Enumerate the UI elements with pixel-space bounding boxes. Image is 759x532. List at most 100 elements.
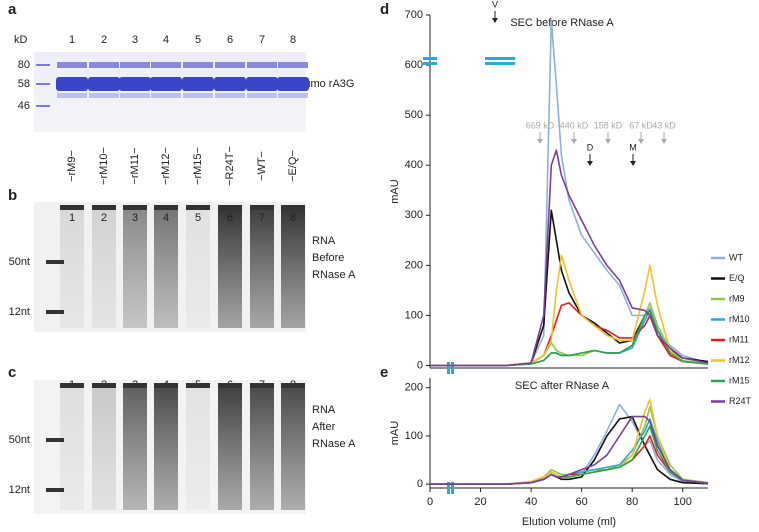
series-line — [430, 406, 709, 485]
ladder-band — [46, 438, 64, 442]
annotation: 43 kD — [652, 120, 676, 130]
arrow-head — [661, 139, 667, 144]
sample-label: −rM11− — [129, 147, 141, 184]
smear — [250, 388, 274, 510]
marker-label: 46 — [18, 100, 30, 112]
band — [183, 93, 213, 98]
chart-title: SEC after RNase A — [515, 380, 610, 392]
y-tick-label: 0 — [417, 478, 423, 490]
smear — [281, 210, 305, 328]
ladder-band — [36, 105, 50, 107]
well — [154, 383, 178, 388]
ladder-band — [36, 64, 50, 66]
band — [247, 62, 277, 68]
x-axis-label: Elution volume (ml) — [522, 516, 616, 528]
smear — [218, 388, 242, 510]
smear — [123, 210, 147, 328]
series-line — [430, 19, 709, 367]
band — [277, 77, 309, 91]
smear — [218, 210, 242, 328]
band-label: Sumo rA3G — [297, 78, 354, 90]
smear — [154, 388, 178, 510]
marker-label: 12nt — [9, 484, 30, 496]
axis-break — [451, 482, 454, 494]
gel-label: RNA — [312, 404, 336, 416]
band — [89, 62, 119, 68]
axis-break — [447, 482, 450, 494]
x-tick-label: 0 — [427, 496, 433, 508]
gel-label: After — [312, 421, 336, 433]
annotation: M — [629, 142, 637, 152]
series-line — [430, 149, 709, 367]
marker-label: 58 — [18, 78, 30, 90]
smear — [92, 388, 116, 510]
smear — [154, 210, 178, 328]
band — [246, 77, 278, 91]
panel-letter: a — [8, 1, 17, 18]
marker-label: 50nt — [9, 256, 30, 268]
well — [60, 205, 84, 210]
band — [150, 77, 182, 91]
y-tick-label: 200 — [405, 259, 423, 271]
ladder-band — [46, 310, 64, 314]
gel-label: RNase A — [312, 438, 356, 450]
panel-letter: c — [8, 364, 16, 381]
band — [120, 93, 150, 98]
sample-label: −rM10− — [98, 147, 110, 185]
well — [250, 205, 274, 210]
well — [218, 205, 242, 210]
smear — [281, 388, 305, 510]
band — [88, 77, 120, 91]
arrow-head — [537, 139, 543, 144]
y-tick-label: 400 — [405, 159, 423, 171]
x-tick-label: 40 — [525, 496, 537, 508]
lane-number: 1 — [69, 34, 75, 46]
sample-label: −E/Q− — [287, 150, 299, 182]
y-tick-label: 0 — [417, 359, 423, 371]
legend-label: rM12 — [729, 355, 750, 365]
ladder-band — [46, 488, 64, 492]
lane-number: 4 — [163, 34, 169, 46]
annotation: V — [492, 0, 498, 9]
well — [123, 383, 147, 388]
band — [119, 77, 151, 91]
legend-label: R24T — [729, 396, 752, 406]
sample-label: −rM12− — [160, 147, 172, 185]
band — [215, 93, 245, 98]
band — [120, 62, 150, 68]
y-tick-label: 500 — [405, 109, 423, 121]
legend-label: E/Q — [729, 273, 745, 283]
annotation: D — [587, 142, 594, 152]
marker-label: 50nt — [9, 434, 30, 446]
axis-break — [485, 62, 515, 65]
well — [92, 205, 116, 210]
band — [89, 93, 119, 98]
axis-break — [485, 57, 515, 60]
band — [214, 77, 246, 91]
well — [123, 205, 147, 210]
band — [151, 62, 181, 68]
x-tick-label: 60 — [576, 496, 588, 508]
gel-label: RNA — [312, 235, 336, 247]
legend-label: rM11 — [729, 334, 749, 344]
smear — [186, 388, 210, 510]
well — [250, 383, 274, 388]
arrow-head — [638, 139, 644, 144]
lane-number: 3 — [132, 34, 138, 46]
arrow-head — [492, 18, 498, 23]
y-tick-label: 100 — [405, 430, 423, 442]
arrow-head — [587, 161, 593, 166]
unit-label: kD — [14, 34, 28, 46]
well — [60, 383, 84, 388]
series-line — [430, 415, 709, 485]
marker-label: 12nt — [9, 306, 30, 318]
band — [57, 93, 87, 98]
y-axis-label: mAU — [389, 421, 401, 446]
gel-label: Before — [312, 252, 344, 264]
sample-label: −rM9− — [66, 150, 78, 182]
legend-label: rM15 — [729, 375, 750, 385]
ladder-band — [46, 260, 64, 264]
chart-title: SEC before RNase A — [510, 17, 614, 29]
y-tick-label: 300 — [405, 209, 423, 221]
sample-label: −rM15− — [192, 147, 204, 185]
